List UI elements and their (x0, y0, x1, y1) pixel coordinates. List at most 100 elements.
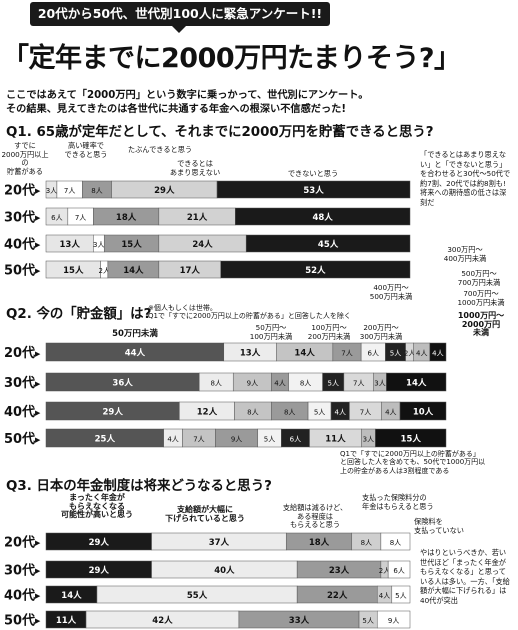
q1-bar-value: 13人 (59, 239, 80, 250)
row-pointer-icon: ▶ (35, 187, 41, 195)
q2-bar-segment (429, 342, 447, 362)
q2-bar-value: 5人 (264, 436, 275, 444)
q3-bar-value: 6人 (393, 567, 404, 575)
q2-bar-value: 11人 (325, 434, 346, 445)
row-pointer-icon: ▶ (35, 380, 41, 388)
q2-row-label: 20代 (4, 345, 35, 361)
q2-bar-value: 5人 (390, 350, 401, 358)
q3-bar-value: 29人 (89, 565, 110, 576)
q1-bar-value: 6人 (51, 214, 62, 222)
q1-bar-segment (245, 234, 411, 253)
q2-bar-segment (386, 372, 447, 392)
row-pointer-icon: ▶ (35, 214, 41, 222)
q2-bar-value: 12人 (197, 407, 218, 418)
q2-bar-value: 10人 (413, 407, 434, 418)
q1-bar-segment (220, 260, 411, 279)
q2-bar-value: 3人 (374, 380, 385, 388)
q1-bar-value: 2人 (99, 267, 110, 275)
row-pointer-icon: ▶ (35, 567, 41, 575)
q2-bar-value: 8人 (210, 380, 221, 388)
q1-label-cat2: たぶんできると思う (127, 145, 193, 154)
q3-row-label: 20代 (4, 534, 35, 550)
q3-heading: Q3. 日本の年金制度は将来どうなると思う? (6, 479, 272, 494)
q1-bar-value: 21人 (187, 212, 208, 223)
q2-heading: Q2. 今の「貯金額」は? (6, 307, 152, 322)
q2-label-cat1: 50万円〜 100万円未満 (249, 323, 293, 341)
q2-label-cat7: 700万円〜 1000万円未満 (457, 289, 505, 307)
q3-label-cat2: 支給額は減るけど、 ある程度は もらえると思う (282, 503, 348, 530)
q1-label-cat4: できないと思う (287, 169, 339, 178)
q2-bar-value: 4人 (432, 350, 443, 358)
q1-bar-value: 52人 (305, 265, 326, 276)
q2-bar-value: 7人 (360, 409, 371, 417)
q2-bar-value: 4人 (274, 380, 285, 388)
q3-label-cat0: まったく年金が もらえなくなる 可能性が高いと思う (61, 493, 133, 520)
q2-bar-value: 9人 (247, 380, 258, 388)
q2-label-cat8: 1000万円〜 2000万円 未満 (457, 311, 505, 338)
row-pointer-icon: ▶ (35, 241, 41, 249)
q2-row-label: 30代 (4, 375, 35, 391)
q2-bar-value: 7人 (193, 436, 204, 444)
q2-row-label: 50代 (4, 431, 35, 447)
lead-line-2: その結果、見えてきたのは各世代に共通する年金への根深い不信感だった! (6, 104, 347, 115)
badge-pointer (172, 26, 186, 33)
row-pointer-icon: ▶ (35, 409, 41, 417)
q3-bar-value: 22人 (327, 590, 348, 601)
q1-row-label: 30代 (4, 209, 35, 225)
q1-row-label: 40代 (4, 236, 35, 252)
q2-bar-value: 8人 (300, 380, 311, 388)
q3-bar-value: 9人 (388, 617, 399, 625)
q1-bar-value: 18人 (116, 212, 137, 223)
q3-bar-value: 29人 (89, 537, 110, 548)
q2-bar-value: 5人 (327, 380, 338, 388)
q1-label-cat3: できるとは あまり思えない (169, 159, 221, 177)
q2-bar-value: 13人 (240, 348, 261, 359)
row-pointer-icon: ▶ (35, 592, 41, 600)
q1-label-cat1: 高い確率で できると思う (64, 141, 108, 159)
q3-bar-value: 23人 (329, 565, 350, 576)
q3-bar-value: 5人 (362, 617, 373, 625)
q3-bar-value: 42人 (152, 615, 173, 626)
q2-bar-value: 36人 (112, 378, 133, 389)
row-pointer-icon: ▶ (35, 539, 41, 547)
q2-bar-value: 14人 (406, 378, 427, 389)
q1-bar-value: 48人 (312, 212, 333, 223)
q2-bar-value: 8人 (247, 409, 258, 417)
q2-note: ※個人もしくは世帯。 Q1で「すでに2000万円以上の貯蓄がある」と回答した人を… (148, 304, 351, 321)
q2-label-cat0: 50万円未満 (112, 329, 158, 339)
q2-bottom-note: Q1で「すでに2000万円以上の貯蓄がある」 と回答した人を含めても、50代で1… (340, 450, 486, 475)
q1-bar-value: 24人 (192, 239, 213, 250)
q3-row-label: 30代 (4, 562, 35, 578)
q2-bar-value: 4人 (385, 409, 396, 417)
q2-bar-value: 4人 (335, 409, 346, 417)
q3-row-label: 50代 (4, 612, 35, 628)
q1-bar-value: 53人 (303, 185, 324, 196)
q3-bar-segment (387, 560, 411, 579)
q3-bar-value: 5人 (395, 592, 406, 600)
q1-label-cat0: すでに 2000万円以上の 貯蓄がある (1, 141, 49, 176)
q1-bar-value: 7人 (64, 187, 75, 195)
q3-bar-value: 37人 (209, 537, 230, 548)
q2-bar-value: 29人 (102, 407, 123, 418)
q1-bar-segment (216, 180, 411, 199)
page-title: 「定年までに2000万円たまりそう?」 (2, 43, 461, 74)
row-pointer-icon: ▶ (35, 617, 41, 625)
q3-bar-value: 18人 (309, 537, 330, 548)
q1-row-label: 20代 (4, 182, 35, 198)
q1-row-label: 50代 (4, 262, 35, 278)
row-pointer-icon: ▶ (35, 267, 41, 275)
q3-label-cat4: 保険料を 支払っていない (414, 517, 464, 535)
q3-bar-value: 14人 (61, 590, 82, 601)
q1-bar-value: 15人 (121, 239, 142, 250)
q3-bar-value: 2人 (379, 567, 390, 575)
row-pointer-icon: ▶ (35, 436, 41, 444)
q3-bar-segment (391, 585, 411, 604)
q2-label-cat6: 500万円〜 700万円未満 (457, 269, 501, 287)
q1-bar-value: 29人 (154, 185, 175, 196)
q1-bar-value: 17人 (180, 265, 201, 276)
q2-bar-value: 5人 (314, 409, 325, 417)
q3-bar-value: 33人 (289, 615, 310, 626)
q2-label-cat4: 300万円〜 400万円未満 (443, 245, 487, 263)
q2-bar-segment (399, 401, 447, 421)
q3-bar-value: 8人 (361, 539, 372, 547)
